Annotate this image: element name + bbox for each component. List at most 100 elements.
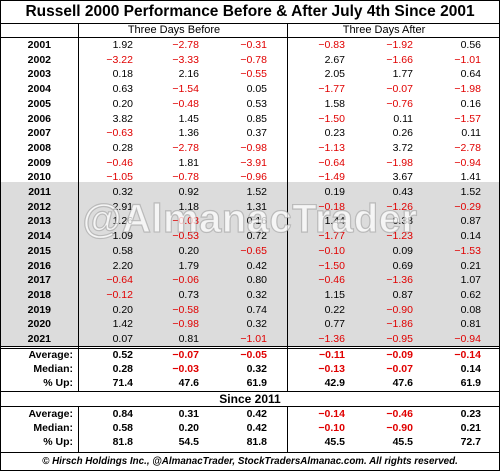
value-cell: −1.98 <box>386 156 413 169</box>
value-cell: −0.10 <box>318 244 345 257</box>
value-cell: 1.45 <box>178 112 199 125</box>
divider <box>1 452 499 453</box>
value-cell: 2.67 <box>324 53 345 66</box>
year-cell: 2011 <box>28 186 51 198</box>
divider <box>287 24 288 391</box>
year-cell: 2010 <box>27 171 51 184</box>
summary-row: % Up: 81.8 54.5 81.8 45.5 45.5 72.7 <box>1 436 499 449</box>
summary-label: % Up: <box>43 377 73 390</box>
value-cell: −0.78 <box>172 171 199 184</box>
value-cell: 0.08 <box>460 303 481 316</box>
value-cell: 2.05 <box>324 68 345 81</box>
value-cell: 0.20 <box>112 97 133 110</box>
year-cell: 2005 <box>27 97 51 110</box>
summary-value: −0.10 <box>318 422 345 435</box>
value-cell: 0.87 <box>392 288 413 301</box>
header-three-days-before: Three Days Before <box>127 24 221 36</box>
summary-value: 0.21 <box>460 422 481 435</box>
value-cell: −0.90 <box>386 303 413 316</box>
value-cell: −1.26 <box>386 200 413 213</box>
year-cell: 2004 <box>27 83 51 96</box>
header-three-days-after: Three Days After <box>342 24 426 36</box>
value-cell: 0.18 <box>112 68 133 81</box>
table-row: 2001 1.92 −2.78 −0.31 −0.83 −1.92 0.56 <box>1 39 499 52</box>
value-cell: −0.64 <box>106 274 133 287</box>
summary-value: 0.14 <box>460 363 481 376</box>
value-cell: 2.20 <box>112 259 133 272</box>
value-cell: 0.19 <box>324 186 345 198</box>
value-cell: −0.58 <box>172 303 199 316</box>
value-cell: 1.77 <box>392 68 413 81</box>
summary-label: Median: <box>33 422 73 435</box>
value-cell: 0.85 <box>246 112 267 125</box>
summary-value: −0.07 <box>172 349 199 361</box>
divider <box>1 391 499 392</box>
summary-row: % Up: 71.4 47.6 61.9 42.9 47.6 61.9 <box>1 377 499 390</box>
year-cell: 2020 <box>27 318 51 331</box>
summary-value: −0.07 <box>386 363 413 376</box>
since-2011-shading <box>1 182 499 346</box>
table-row: 2009 −0.46 1.81 −3.91 −0.64 −1.98 −0.94 <box>1 157 499 170</box>
table-row: 2014 1.09 −0.53 0.72 −1.77 −1.23 0.14 <box>1 230 499 243</box>
value-cell: −0.18 <box>318 200 345 213</box>
value-cell: −3.33 <box>172 53 199 66</box>
summary-value: 81.8 <box>112 436 133 449</box>
value-cell: −1.53 <box>454 244 481 257</box>
value-cell: −0.94 <box>454 333 481 345</box>
value-cell: −1.05 <box>106 171 133 184</box>
summary-value: 61.9 <box>460 377 481 390</box>
summary-value: 0.23 <box>460 408 481 420</box>
year-cell: 2019 <box>27 303 51 316</box>
summary-value: 72.7 <box>460 436 481 449</box>
summary-value: −0.13 <box>318 363 345 376</box>
table-row: 2017 −0.64 −0.06 0.80 −0.46 −1.36 1.07 <box>1 274 499 287</box>
value-cell: −0.03 <box>172 215 199 228</box>
value-cell: 0.81 <box>178 333 199 345</box>
summary-value: 47.6 <box>392 377 413 390</box>
value-cell: 0.07 <box>112 333 133 345</box>
value-cell: −0.98 <box>240 141 267 154</box>
summary-value: 0.84 <box>112 408 133 420</box>
divider <box>78 406 79 452</box>
divider <box>287 406 288 452</box>
value-cell: 1.52 <box>246 186 267 198</box>
year-cell: 2021 <box>27 333 51 345</box>
year-cell: 2017 <box>27 274 51 287</box>
value-cell: −0.96 <box>240 171 267 184</box>
value-cell: 0.73 <box>178 288 199 301</box>
summary-value: 0.28 <box>112 363 133 376</box>
value-cell: 0.92 <box>178 186 199 198</box>
summary-label: Average: <box>28 349 73 361</box>
summary-value: 81.8 <box>246 436 267 449</box>
value-cell: 0.11 <box>461 127 481 140</box>
summary-label: % Up: <box>43 436 73 449</box>
value-cell: −0.98 <box>172 318 199 331</box>
table-row: 2010 −1.05 −0.78 −0.96 −1.49 3.67 1.41 <box>1 171 499 184</box>
value-cell: 0.81 <box>460 318 481 331</box>
table-row: 2002 −3.22 −3.33 −0.78 2.67 −1.66 −1.01 <box>1 54 499 67</box>
value-cell: −1.86 <box>386 318 413 331</box>
value-cell: 0.16 <box>460 97 481 110</box>
divider <box>1 37 499 38</box>
table-row: 2003 0.18 2.16 −0.55 2.05 1.77 0.64 <box>1 68 499 81</box>
value-cell: −0.64 <box>318 156 345 169</box>
summary-value: 0.32 <box>246 363 267 376</box>
value-cell: 1.44 <box>324 215 345 228</box>
value-cell: 1.31 <box>246 200 267 213</box>
value-cell: 1.42 <box>112 318 133 331</box>
value-cell: 0.32 <box>246 288 267 301</box>
value-cell: 1.92 <box>112 39 133 51</box>
value-cell: 0.22 <box>324 303 345 316</box>
value-cell: 0.87 <box>460 215 481 228</box>
value-cell: −0.94 <box>454 156 481 169</box>
summary-value: −0.46 <box>386 408 413 420</box>
value-cell: −1.13 <box>318 141 345 154</box>
year-cell: 2006 <box>27 112 51 125</box>
year-cell: 2012 <box>27 200 51 213</box>
value-cell: 1.18 <box>178 200 199 213</box>
value-cell: 0.05 <box>246 83 267 96</box>
since-2011-label: Since 2011 <box>219 392 281 406</box>
summary-value: −0.03 <box>172 363 199 376</box>
table-row: 2008 0.28 −2.78 −0.98 −1.13 3.72 −2.78 <box>1 142 499 155</box>
value-cell: −1.50 <box>318 112 345 125</box>
